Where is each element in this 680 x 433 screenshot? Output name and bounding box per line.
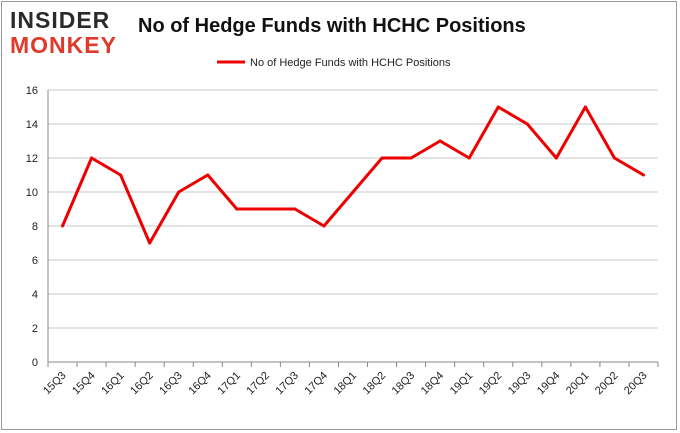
data-point xyxy=(264,207,268,211)
legend-label: No of Hedge Funds with HCHC Positions xyxy=(250,57,451,69)
data-point xyxy=(90,156,94,160)
data-point xyxy=(380,156,384,160)
data-point xyxy=(119,173,123,177)
x-tick-label: 16Q4 xyxy=(186,370,214,398)
logo-line1: INSIDER xyxy=(10,7,111,33)
data-point xyxy=(467,156,471,160)
x-tick-label: 16Q1 xyxy=(99,370,127,398)
x-tick-label: 15Q3 xyxy=(41,370,69,398)
x-tick-label: 16Q3 xyxy=(157,370,185,398)
data-point xyxy=(496,105,500,109)
grid-layer xyxy=(48,89,658,329)
x-tick-label: 19Q2 xyxy=(477,370,505,398)
data-point xyxy=(641,173,645,177)
data-point xyxy=(322,224,326,228)
data-point xyxy=(206,173,210,177)
y-tick-label: 8 xyxy=(32,221,38,233)
series-line xyxy=(61,105,645,245)
y-tick-label: 12 xyxy=(26,153,38,165)
data-point xyxy=(612,156,616,160)
data-point xyxy=(61,224,65,228)
x-tick-label: 18Q1 xyxy=(332,370,360,398)
data-point xyxy=(177,190,181,194)
x-tick-label: 18Q3 xyxy=(390,370,418,398)
y-tick-label: 0 xyxy=(32,357,38,369)
data-point xyxy=(525,122,529,126)
x-tick-label: 16Q2 xyxy=(128,370,156,398)
data-point xyxy=(293,207,297,211)
series-layer xyxy=(61,105,645,245)
x-tick-label: 18Q2 xyxy=(361,370,389,398)
y-tick-label: 16 xyxy=(26,85,38,97)
x-tick-label: 18Q4 xyxy=(419,370,447,398)
y-tick-label: 10 xyxy=(26,187,38,199)
x-tick-label: 19Q1 xyxy=(448,370,476,398)
chart-title: No of Hedge Funds with HCHC Positions xyxy=(138,15,526,37)
x-tick-label: 15Q4 xyxy=(70,370,98,398)
x-tick-label: 17Q3 xyxy=(274,370,302,398)
x-tick-label: 17Q4 xyxy=(303,370,331,398)
logo-line2: MONKEY xyxy=(10,32,117,58)
x-tick-label: 17Q1 xyxy=(215,370,243,398)
data-point xyxy=(583,105,587,109)
data-point xyxy=(554,156,558,160)
legend: No of Hedge Funds with HCHC Positions xyxy=(217,57,451,69)
data-point xyxy=(235,207,239,211)
x-tick-label: 19Q3 xyxy=(506,370,534,398)
x-tick-label: 20Q1 xyxy=(564,370,592,398)
x-tick-label: 19Q4 xyxy=(535,370,563,398)
x-tick-label: 20Q2 xyxy=(593,370,621,398)
data-point xyxy=(148,241,152,245)
y-tick-label: 2 xyxy=(32,323,38,335)
data-point xyxy=(438,139,442,143)
x-tick-label: 17Q2 xyxy=(244,370,272,398)
y-tick-label: 14 xyxy=(26,119,38,131)
y-tick-label: 6 xyxy=(32,255,38,267)
x-tick-label: 20Q3 xyxy=(622,370,650,398)
insider-monkey-logo: INSIDER MONKEY xyxy=(10,9,128,57)
data-point xyxy=(351,190,355,194)
y-tick-label: 4 xyxy=(32,289,38,301)
data-point xyxy=(409,156,413,160)
